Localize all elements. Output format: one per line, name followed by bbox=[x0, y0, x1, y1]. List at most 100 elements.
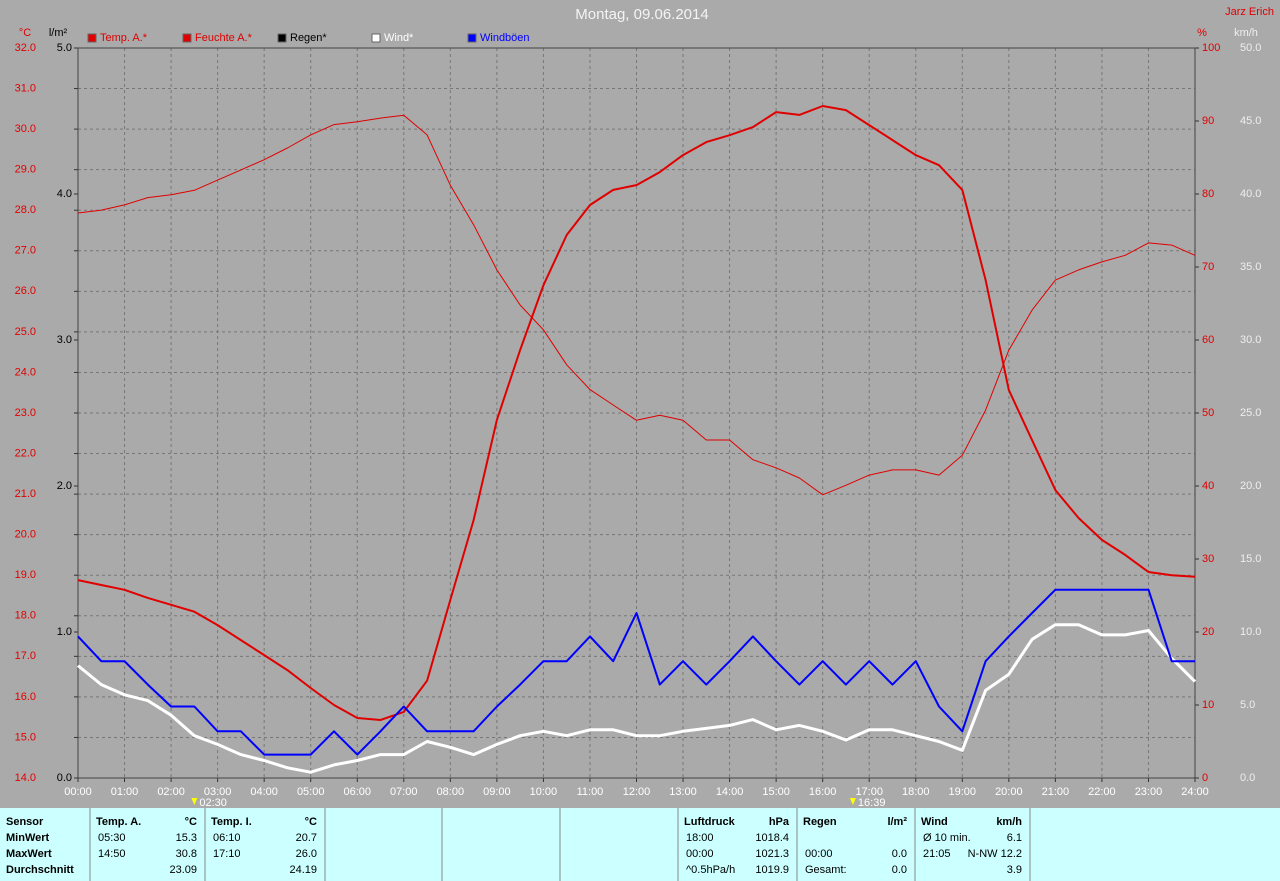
cell-time: 06:10 bbox=[213, 832, 241, 844]
x-tick-label: 11:00 bbox=[577, 786, 604, 798]
axis-unit: % bbox=[1197, 27, 1207, 39]
x-tick-label: 21:00 bbox=[1042, 786, 1070, 798]
series-line bbox=[77, 114, 1196, 496]
y-tick-label: 26.0 bbox=[15, 285, 36, 297]
y-tick-label: 80 bbox=[1202, 188, 1214, 200]
y-tick-label: 1.0 bbox=[57, 626, 72, 638]
y-tick-label: 16.0 bbox=[15, 691, 36, 703]
x-tick-label: 20:00 bbox=[995, 786, 1023, 798]
cell-time: 18:00 bbox=[686, 832, 714, 844]
y-tick-label: 60 bbox=[1202, 334, 1214, 346]
column-unit: l/m² bbox=[887, 816, 907, 828]
table-dividers bbox=[89, 808, 1031, 881]
y-tick-label: 31.0 bbox=[15, 82, 36, 94]
chart-title: Montag, 09.06.2014 bbox=[575, 6, 708, 23]
cell-value: 1021.3 bbox=[755, 848, 789, 860]
legend-label: Feuchte A.* bbox=[195, 32, 253, 44]
x-tick-label: 06:00 bbox=[343, 786, 371, 798]
y-tick-label: 15.0 bbox=[1240, 553, 1261, 565]
y-tick-label: 24.0 bbox=[15, 366, 36, 378]
y-tick-label: 30.0 bbox=[15, 123, 36, 135]
y-tick-label: 10 bbox=[1202, 699, 1214, 711]
y-tick-label: 20.0 bbox=[1240, 480, 1261, 492]
cell-value: 3.9 bbox=[1007, 864, 1022, 876]
cell-value: 1019.9 bbox=[755, 864, 789, 876]
y-tick-label: 100 bbox=[1202, 42, 1220, 54]
x-tick-label: 16:00 bbox=[809, 786, 837, 798]
y-tick-label: 50.0 bbox=[1240, 42, 1261, 54]
cell-time: 00:00 bbox=[805, 848, 833, 860]
y-tick-label: 40 bbox=[1202, 480, 1214, 492]
x-tick-label: 00:00 bbox=[64, 786, 92, 798]
column-unit: km/h bbox=[996, 816, 1022, 828]
y-tick-label: 19.0 bbox=[15, 569, 36, 581]
x-tick-label: 17:00 bbox=[855, 786, 883, 798]
column-unit: hPa bbox=[769, 816, 790, 828]
cell-time: 00:00 bbox=[686, 848, 714, 860]
y-tick-label: 25.0 bbox=[15, 326, 36, 338]
legend-label: Windböen bbox=[480, 32, 530, 44]
column-name: Regen bbox=[803, 816, 837, 828]
cell-value: 20.7 bbox=[296, 832, 317, 844]
y-tick-label: 32.0 bbox=[15, 42, 36, 54]
column-name: Temp. A. bbox=[96, 816, 141, 828]
y-tick-label: 4.0 bbox=[57, 188, 72, 200]
sun-time: 16:39 bbox=[858, 797, 886, 809]
column-name: Wind bbox=[921, 816, 948, 828]
legend-label: Regen* bbox=[290, 32, 327, 44]
cell-value: 6.1 bbox=[1007, 832, 1022, 844]
sun-time: 02:30 bbox=[199, 797, 227, 809]
column-unit: °C bbox=[185, 816, 197, 828]
column-name: Temp. I. bbox=[211, 816, 252, 828]
x-tick-label: 03:00 bbox=[204, 786, 232, 798]
y-tick-label: 2.0 bbox=[57, 480, 72, 492]
legend-label: Wind* bbox=[384, 32, 414, 44]
y-tick-label: 5.0 bbox=[1240, 699, 1255, 711]
cell-time: Ø 10 min. bbox=[923, 832, 971, 844]
plot-frame bbox=[77, 47, 1196, 779]
y-tick-label: 45.0 bbox=[1240, 115, 1261, 127]
x-tick-label: 24:00 bbox=[1181, 786, 1209, 798]
axis-unit: °C bbox=[19, 27, 31, 39]
series-line bbox=[77, 588, 1195, 756]
series-line bbox=[77, 623, 1197, 774]
y-tick-label: 17.0 bbox=[15, 650, 36, 662]
cell-value: 15.3 bbox=[176, 832, 197, 844]
author: Jarz Erich bbox=[1225, 6, 1274, 18]
y-tick-label: 23.0 bbox=[15, 407, 36, 419]
x-tick-label: 22:00 bbox=[1088, 786, 1116, 798]
cell-value: 0.0 bbox=[892, 848, 907, 860]
y-tick-label: 0.0 bbox=[1240, 772, 1255, 784]
row-label: MaxWert bbox=[6, 848, 52, 860]
y-tick-label: 50 bbox=[1202, 407, 1214, 419]
y-tick-label: 30.0 bbox=[1240, 334, 1261, 346]
y-tick-label: 10.0 bbox=[1240, 626, 1261, 638]
series-line bbox=[77, 105, 1196, 721]
sun-marker bbox=[849, 798, 856, 805]
x-tick-label: 01:00 bbox=[111, 786, 139, 798]
cell-time: 05:30 bbox=[98, 832, 126, 844]
y-tick-label: 28.0 bbox=[15, 204, 36, 216]
stats-table bbox=[0, 808, 1280, 881]
y-tick-label: 21.0 bbox=[15, 488, 36, 500]
y-tick-label: 0 bbox=[1202, 772, 1208, 784]
y-tick-label: 90 bbox=[1202, 115, 1214, 127]
axis-unit: km/h bbox=[1234, 27, 1258, 39]
column-name: Luftdruck bbox=[684, 816, 736, 828]
y-tick-label: 29.0 bbox=[15, 164, 36, 176]
y-tick-label: 5.0 bbox=[57, 42, 72, 54]
y-tick-label: 0.0 bbox=[57, 772, 72, 784]
cell-time: 21:05 bbox=[923, 848, 951, 860]
cell-time: ^0.5hPa/h bbox=[686, 864, 735, 876]
legend-swatch bbox=[277, 33, 287, 43]
y-tick-label: 20.0 bbox=[15, 529, 36, 541]
legend-swatch bbox=[467, 33, 477, 43]
x-tick-label: 19:00 bbox=[949, 786, 977, 798]
y-tick-label: 14.0 bbox=[15, 772, 36, 784]
y-tick-label: 35.0 bbox=[1240, 261, 1261, 273]
y-tick-label: 22.0 bbox=[15, 447, 36, 459]
y-tick-label: 20 bbox=[1202, 626, 1214, 638]
